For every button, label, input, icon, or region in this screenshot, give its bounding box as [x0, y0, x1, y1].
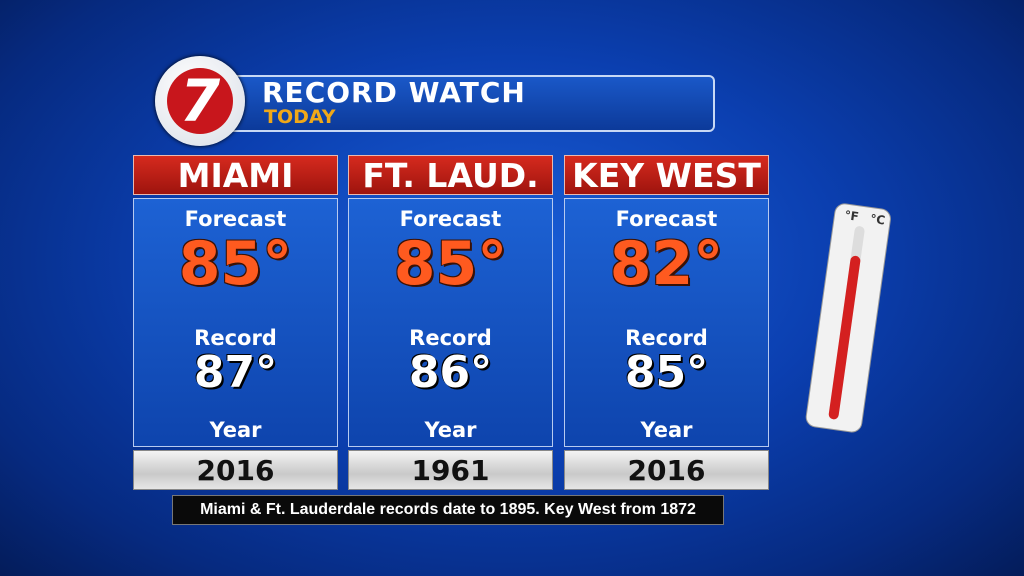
city-column: MIAMI Forecast 85° Record 87° Year 2016: [133, 155, 338, 490]
record-value: 86°: [408, 347, 493, 398]
stats-box: Forecast 82° Record 85° Year: [564, 198, 769, 447]
city-column: FT. LAUD. Forecast 85° Record 86° Year 1961: [348, 155, 553, 490]
city-name: KEY WEST: [564, 155, 769, 195]
title: RECORD WATCH: [262, 76, 526, 109]
record-year: 1961: [348, 450, 553, 490]
record-label: Record: [194, 326, 277, 350]
f-label: °F: [844, 208, 860, 224]
year-label: Year: [640, 418, 693, 442]
forecast-value: 85°: [393, 229, 508, 299]
city-name: MIAMI: [133, 155, 338, 195]
record-value: 85°: [624, 347, 709, 398]
footnote: Miami & Ft. Lauderdale records date to 1…: [172, 495, 724, 525]
logo: 7: [167, 68, 233, 134]
forecast-label: Forecast: [615, 207, 718, 231]
record-value: 87°: [193, 347, 278, 398]
subtitle: TODAY: [264, 106, 336, 128]
forecast-label: Forecast: [184, 207, 287, 231]
forecast-value: 82°: [609, 229, 724, 299]
year-label: Year: [424, 418, 477, 442]
city-name: FT. LAUD.: [348, 155, 553, 195]
record-label: Record: [409, 326, 492, 350]
year-label: Year: [209, 418, 262, 442]
forecast-value: 85°: [178, 229, 293, 299]
header-bar: [200, 75, 715, 132]
stats-box: Forecast 85° Record 86° Year: [348, 198, 553, 447]
record-year: 2016: [564, 450, 769, 490]
stats-box: Forecast 85° Record 87° Year: [133, 198, 338, 447]
thermometer-mercury: [828, 255, 861, 420]
thermometer: °F °C: [805, 203, 891, 433]
city-column: KEY WEST Forecast 82° Record 85° Year 2016: [564, 155, 769, 490]
c-label: °C: [869, 212, 886, 228]
record-year: 2016: [133, 450, 338, 490]
forecast-label: Forecast: [399, 207, 502, 231]
record-label: Record: [625, 326, 708, 350]
